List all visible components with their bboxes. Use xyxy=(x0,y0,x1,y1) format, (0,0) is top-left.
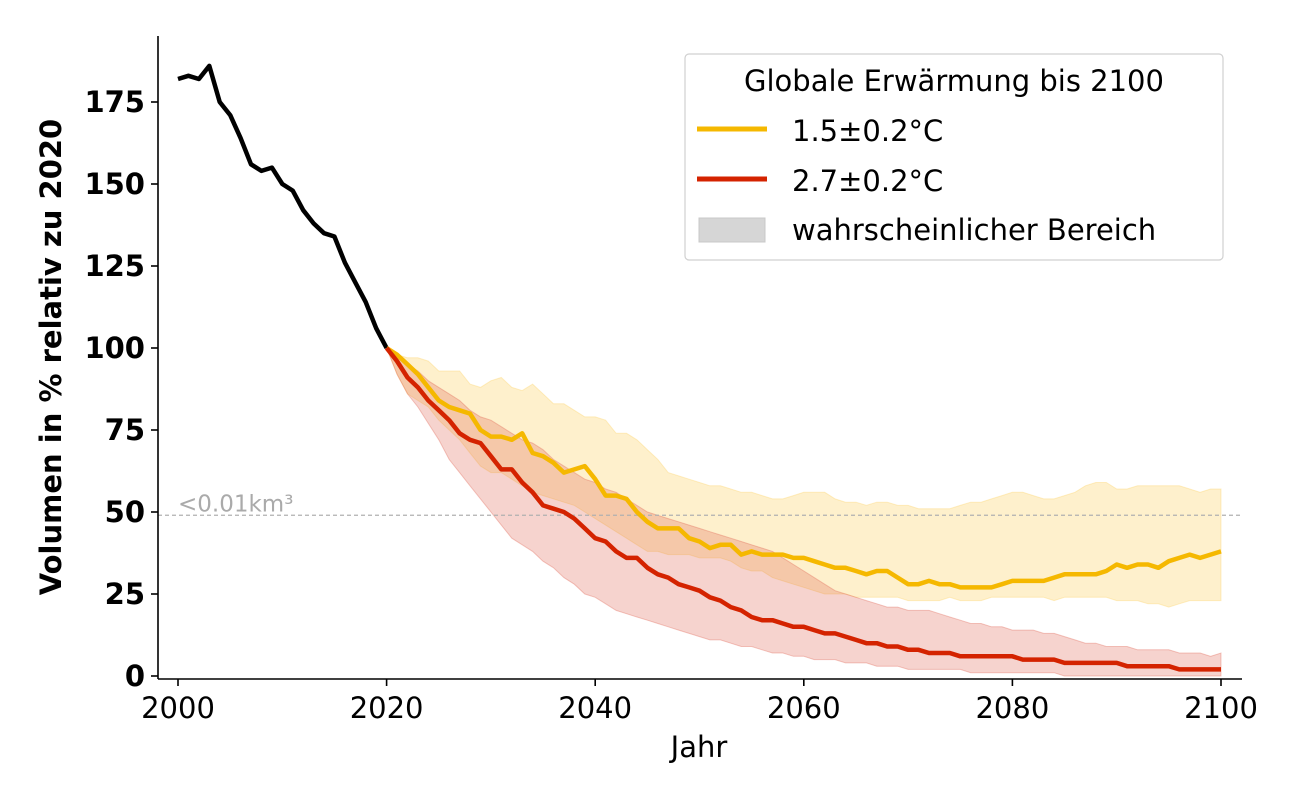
y-ticks: 0 25 50 75 100 125 150 175 xyxy=(84,85,158,693)
series-line-1-5 xyxy=(385,346,1222,590)
uncertainty-bands xyxy=(385,346,1222,677)
legend-label-1-5: 1.5±0.2°C xyxy=(792,114,943,148)
y-tick-label: 175 xyxy=(84,85,145,119)
x-tick-label: 2000 xyxy=(141,691,215,725)
reference-line-label: <0.01km³ xyxy=(178,491,293,517)
band-2.7±0.2°C xyxy=(386,347,1222,677)
x-ticks: 2000 2020 2040 2060 2080 2100 xyxy=(141,679,1258,725)
x-tick-label: 2100 xyxy=(1184,691,1258,725)
legend-label-2-7: 2.7±0.2°C xyxy=(792,164,943,198)
series-line-2-7 xyxy=(384,346,1221,672)
x-tick-label: 2040 xyxy=(558,691,632,725)
series-lines xyxy=(177,63,1222,672)
y-tick-label: 100 xyxy=(84,331,145,365)
historical-line xyxy=(177,63,389,350)
y-axis-label: Volumen in % relativ zu 2020 xyxy=(34,119,68,595)
x-tick-label: 2020 xyxy=(350,691,424,725)
y-tick-label: 50 xyxy=(105,495,145,529)
y-tick-label: 150 xyxy=(84,167,145,201)
legend-frame xyxy=(684,53,1224,261)
legend-title: Globale Erwärmung bis 2100 xyxy=(744,64,1164,98)
x-tick-label: 2080 xyxy=(975,691,1049,725)
y-tick-label: 75 xyxy=(105,413,145,447)
legend: Globale Erwärmung bis 2100 1.5±0.2°C 2.7… xyxy=(684,53,1224,261)
legend-swatch-range xyxy=(698,217,766,243)
y-tick-label: 25 xyxy=(105,577,145,611)
axes xyxy=(157,36,1242,680)
legend-label-range: wahrscheinlicher Bereich xyxy=(792,213,1156,247)
y-tick-label: 0 xyxy=(125,659,145,693)
x-tick-label: 2060 xyxy=(767,691,841,725)
x-axis-label: Jahr xyxy=(669,730,728,764)
band-1.5±0.2°C xyxy=(385,346,1222,608)
y-tick-label: 125 xyxy=(84,249,145,283)
